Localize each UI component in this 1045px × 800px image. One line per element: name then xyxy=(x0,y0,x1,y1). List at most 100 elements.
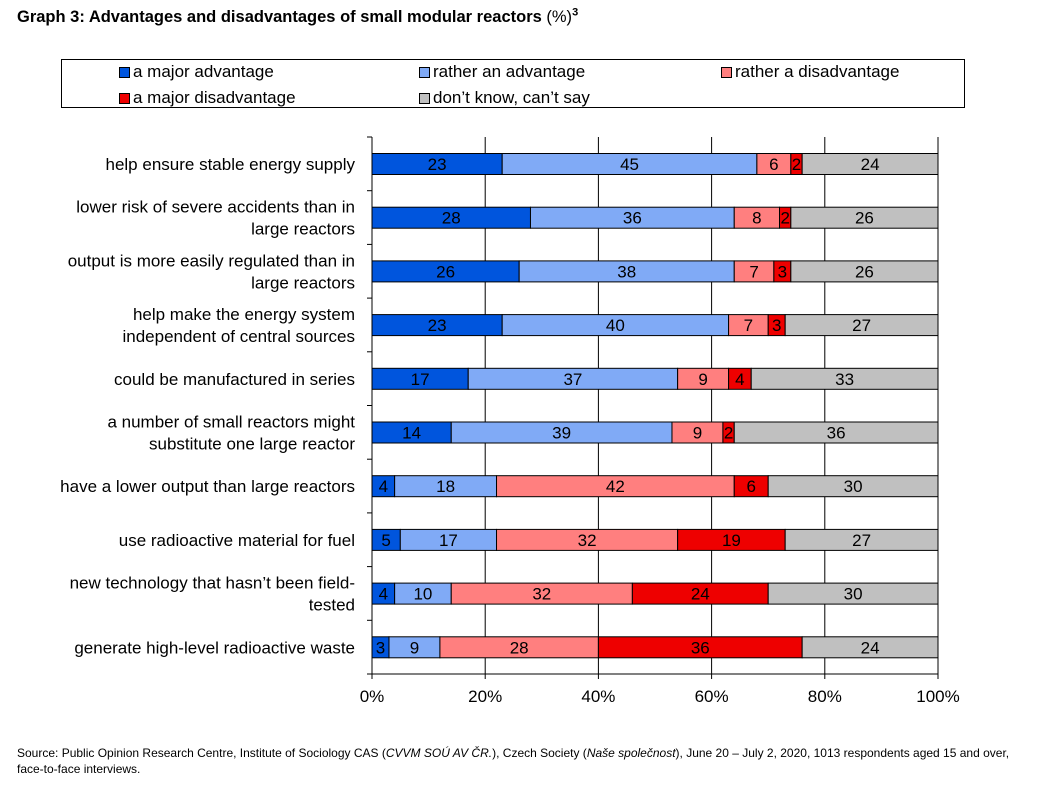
data-label: 36 xyxy=(827,424,846,443)
legend-label: a major disadvantage xyxy=(133,88,296,107)
data-label: 7 xyxy=(749,262,758,281)
category-label: new technology that hasn’t been field- xyxy=(70,574,355,593)
chart-title-text: Graph 3: Advantages and disadvantages of… xyxy=(17,8,542,26)
legend-swatch xyxy=(119,92,130,104)
data-label: 24 xyxy=(691,585,710,604)
bar-segment xyxy=(801,636,939,659)
data-label: 2 xyxy=(724,424,733,443)
data-label: 14 xyxy=(402,424,421,443)
legend-item-rather-advantage: rather an advantage xyxy=(419,62,585,82)
data-label: 23 xyxy=(428,155,447,174)
legend-swatch xyxy=(419,92,430,104)
data-label: 26 xyxy=(855,209,874,228)
data-label: 28 xyxy=(442,209,461,228)
data-label: 26 xyxy=(436,262,455,281)
category-label: tested xyxy=(309,596,355,615)
data-label: 33 xyxy=(835,370,854,389)
data-label: 2 xyxy=(792,155,801,174)
legend-swatch xyxy=(721,66,732,78)
data-label: 6 xyxy=(746,477,755,496)
data-label: 32 xyxy=(532,585,551,604)
legend-swatch xyxy=(419,66,430,78)
x-tick-label: 40% xyxy=(581,687,615,706)
source-suffix: ), June 20 – July 2, 2020, 1013 responde… xyxy=(17,746,1010,776)
data-label: 7 xyxy=(744,316,753,335)
data-label: 36 xyxy=(691,638,710,657)
bar-segment xyxy=(784,528,939,551)
legend-label: a major advantage xyxy=(133,62,274,81)
data-label: 2 xyxy=(780,209,789,228)
legend-item-major-advantage: a major advantage xyxy=(119,62,274,82)
data-label: 3 xyxy=(376,638,385,657)
bar-segment xyxy=(790,260,939,283)
legend-label: rather a disadvantage xyxy=(735,62,900,81)
chart-title-unit: (%) xyxy=(546,8,573,26)
legend-item-rather-disadvantage: rather a disadvantage xyxy=(721,62,899,82)
category-label: help ensure stable energy supply xyxy=(106,155,356,174)
data-label: 37 xyxy=(563,370,582,389)
data-label: 27 xyxy=(852,316,871,335)
x-tick-label: 60% xyxy=(695,687,729,706)
category-label: independent of central sources xyxy=(123,327,356,346)
data-label: 24 xyxy=(861,638,880,657)
data-label: 6 xyxy=(769,155,778,174)
data-label: 36 xyxy=(623,209,642,228)
data-label: 39 xyxy=(552,424,571,443)
legend-item-dont-know: don’t know, can’t say xyxy=(419,88,590,108)
data-label: 32 xyxy=(578,531,597,550)
category-label: use radioactive material for fuel xyxy=(119,531,355,550)
data-label: 3 xyxy=(772,316,781,335)
bar-segment xyxy=(801,153,939,175)
source-survey-name: Naše společnost xyxy=(586,746,676,760)
category-label: a number of small reactors might xyxy=(107,413,355,432)
data-label: 26 xyxy=(855,262,874,281)
x-tick-label: 100% xyxy=(916,687,959,706)
category-label: have a lower output than large reactors xyxy=(60,477,355,496)
data-label: 8 xyxy=(752,209,761,228)
data-label: 30 xyxy=(844,477,863,496)
data-label: 5 xyxy=(381,531,390,550)
x-tick-label: 20% xyxy=(468,687,502,706)
source-note: Source: Public Opinion Research Centre, … xyxy=(17,745,1027,777)
category-label: lower risk of severe accidents than in xyxy=(76,198,355,217)
footnote-marker: 3 xyxy=(572,6,579,19)
data-label: 17 xyxy=(411,370,430,389)
data-label: 10 xyxy=(413,585,432,604)
category-label: generate high-level radioactive waste xyxy=(74,638,355,657)
bar-segment xyxy=(750,367,939,390)
category-label: output is more easily regulated than in xyxy=(68,251,355,270)
category-label: help make the energy system xyxy=(133,305,355,324)
source-middle: ), Czech Society ( xyxy=(492,746,587,760)
data-label: 9 xyxy=(693,424,702,443)
category-label: large reactors xyxy=(251,220,355,239)
source-org-abbr: CVVM SOÚ AV ČR. xyxy=(385,746,493,760)
bar-segment xyxy=(790,206,939,229)
data-label: 4 xyxy=(379,585,388,604)
category-label: substitute one large reactor xyxy=(149,435,355,454)
category-label: could be manufactured in series xyxy=(114,370,355,389)
data-label: 4 xyxy=(379,477,388,496)
bar-segment xyxy=(784,314,939,337)
data-label: 30 xyxy=(844,585,863,604)
x-tick-label: 0% xyxy=(360,687,385,706)
data-label: 19 xyxy=(722,531,741,550)
data-label: 9 xyxy=(410,638,419,657)
legend-label: rather an advantage xyxy=(433,62,586,81)
data-label: 28 xyxy=(510,638,529,657)
x-tick-label: 80% xyxy=(808,687,842,706)
data-label: 45 xyxy=(620,155,639,174)
data-label: 42 xyxy=(606,477,625,496)
chart-legend: a major advantage rather an advantage ra… xyxy=(61,59,965,108)
legend-swatch xyxy=(119,66,130,78)
data-label: 3 xyxy=(778,262,787,281)
data-label: 23 xyxy=(428,316,447,335)
bar-segment xyxy=(767,582,939,605)
data-label: 27 xyxy=(852,531,871,550)
data-label: 4 xyxy=(735,370,744,389)
chart-title: Graph 3: Advantages and disadvantages of… xyxy=(17,6,579,27)
source-prefix: Source: Public Opinion Research Centre, … xyxy=(17,746,386,760)
bar-segment xyxy=(767,475,939,498)
data-label: 38 xyxy=(617,262,636,281)
legend-label: don’t know, can’t say xyxy=(433,88,590,107)
data-label: 24 xyxy=(861,155,880,174)
